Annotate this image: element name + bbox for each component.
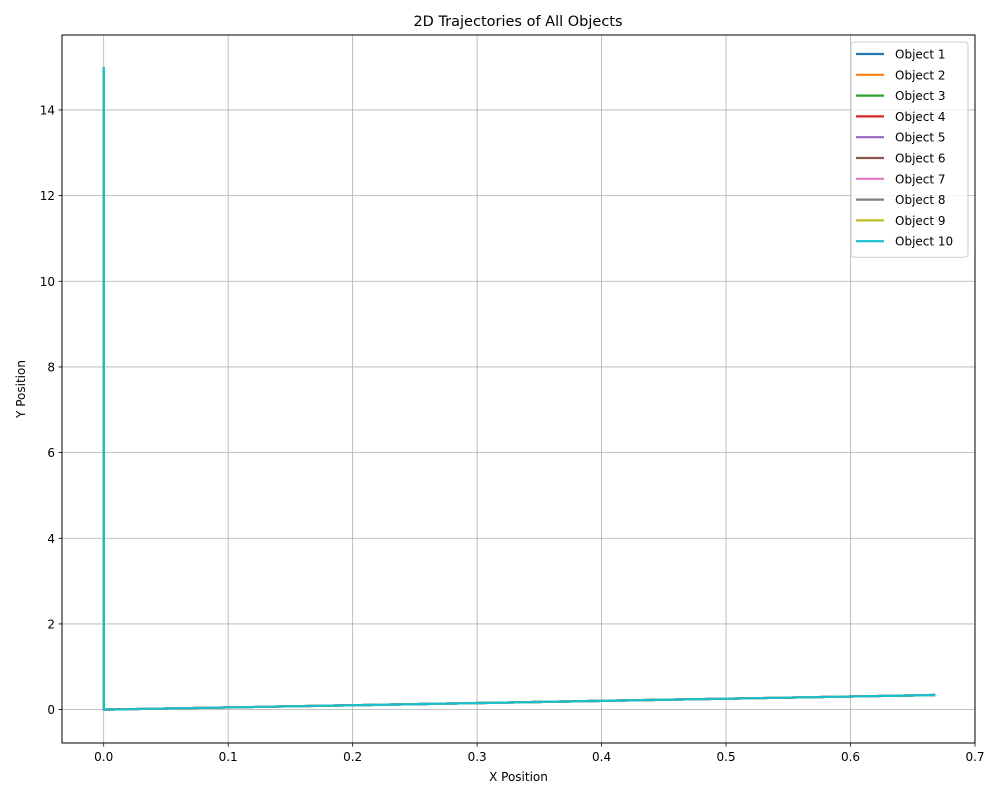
y-tick-label: 4 bbox=[47, 532, 55, 546]
legend-label: Object 8 bbox=[895, 193, 946, 207]
legend-label: Object 5 bbox=[895, 131, 946, 145]
legend-label: Object 4 bbox=[895, 110, 946, 124]
legend-label: Object 9 bbox=[895, 214, 946, 228]
chart-title: 2D Trajectories of All Objects bbox=[413, 14, 622, 30]
x-tick-label: 0.5 bbox=[717, 750, 736, 764]
x-tick-label: 0.3 bbox=[468, 750, 487, 764]
y-tick-label: 8 bbox=[47, 360, 55, 374]
legend-label: Object 6 bbox=[895, 152, 946, 166]
y-tick-label: 0 bbox=[47, 703, 55, 717]
x-tick-label: 0.2 bbox=[343, 750, 362, 764]
x-tick-label: 0.6 bbox=[841, 750, 860, 764]
y-tick-label: 12 bbox=[40, 189, 55, 203]
legend-label: Object 3 bbox=[895, 89, 946, 103]
x-axis-label: X Position bbox=[489, 770, 548, 784]
series-lines bbox=[102, 67, 936, 711]
legend-label: Object 1 bbox=[895, 48, 946, 62]
y-tick-label: 2 bbox=[47, 617, 55, 631]
plot-frame bbox=[61, 34, 976, 744]
y-tick-label: 6 bbox=[47, 446, 55, 460]
grid-lines bbox=[62, 35, 976, 743]
x-tick-label: 0.1 bbox=[219, 750, 238, 764]
x-tick-label: 0.0 bbox=[94, 750, 113, 764]
y-tick-label: 10 bbox=[40, 275, 55, 289]
legend: Object 1 Object 2 Object 3 Object 4 Object 5… bbox=[850, 41, 969, 258]
y-axis-label: Y Position bbox=[14, 360, 28, 419]
x-tick-label: 0.4 bbox=[592, 750, 611, 764]
x-tick-label: 0.7 bbox=[965, 750, 984, 764]
series-line-object-10 bbox=[102, 67, 936, 711]
axis-ticks: 0.0 0.1 0.2 0.3 0.4 0.5 0.6 0.7 0 2 4 6 8 10 12 14 bbox=[40, 103, 985, 764]
legend-label: Object 2 bbox=[895, 68, 946, 82]
legend-label: Object 10 bbox=[895, 235, 953, 249]
y-tick-label: 14 bbox=[40, 103, 55, 117]
legend-label: Object 7 bbox=[895, 172, 946, 186]
